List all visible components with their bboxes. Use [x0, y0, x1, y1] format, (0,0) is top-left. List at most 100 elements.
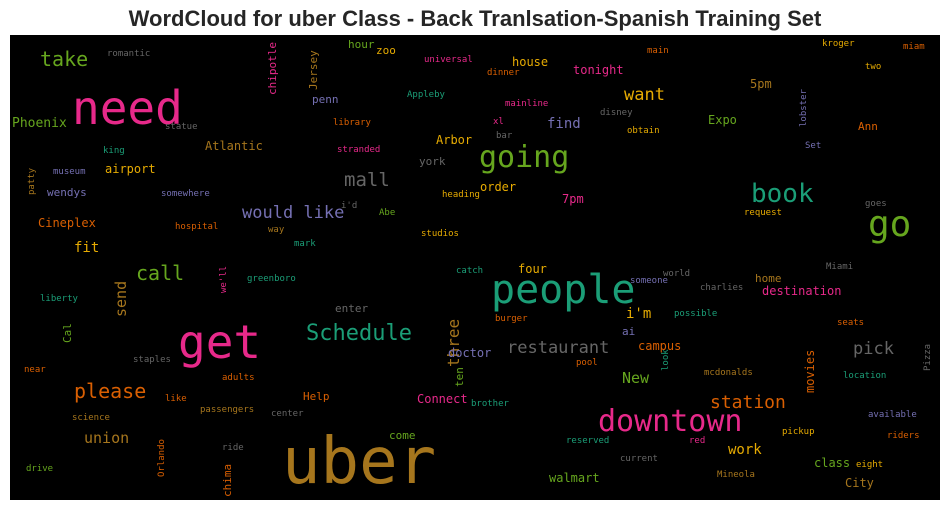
word-charlies: charlies [700, 283, 744, 293]
word-uber: uber [282, 425, 437, 499]
word-obtain: obtain [627, 126, 660, 136]
word-cloud: uber need get people downtown go going b… [10, 35, 940, 500]
word-universal: universal [424, 55, 473, 65]
word-science: science [72, 413, 110, 423]
word-patty: patty [27, 167, 37, 195]
word-tonight: tonight [573, 63, 624, 77]
word-current: current [620, 454, 658, 464]
word-airport: airport [105, 162, 156, 176]
word-order: order [480, 180, 517, 194]
word-world: world [663, 269, 691, 279]
word-7pm: 7pm [562, 192, 584, 206]
word-studios: studios [421, 229, 459, 239]
word-help: Help [303, 390, 330, 403]
word-restaurant: restaurant [507, 338, 610, 358]
word-pool: pool [576, 358, 598, 368]
word-mineola: Mineola [717, 470, 755, 480]
word-mcdonalds: mcdonalds [704, 368, 753, 378]
word-city: City [845, 476, 874, 490]
word-abe: Abe [379, 208, 396, 218]
word-four: four [518, 262, 547, 276]
word-kroger: kroger [822, 39, 855, 49]
word-id: i'd [341, 201, 358, 211]
word-staples: staples [133, 355, 171, 365]
word-im: i'm [626, 306, 652, 322]
word-greenboro: greenboro [247, 274, 296, 284]
word-fit: fit [74, 240, 100, 256]
word-location: location [843, 371, 887, 381]
word-ai: ai [622, 325, 636, 338]
word-mark: mark [294, 239, 316, 249]
word-want: want [624, 85, 665, 105]
word-riders: riders [887, 431, 920, 441]
word-pickup: pickup [782, 427, 815, 437]
word-5pm: 5pm [750, 77, 772, 91]
word-goes: goes [865, 199, 887, 209]
word-would-like: would like [242, 203, 345, 223]
word-stranded: stranded [337, 145, 381, 155]
word-work: work [728, 442, 762, 458]
word-call: call [136, 261, 185, 285]
word-downtown: downtown [598, 404, 743, 439]
word-phoenix: Phoenix [12, 116, 67, 131]
word-appleby: Appleby [407, 90, 445, 100]
word-find: find [547, 116, 581, 132]
word-near: near [24, 365, 46, 375]
word-request: request [744, 208, 782, 218]
word-please: please [74, 379, 147, 403]
word-hospital: hospital [175, 222, 219, 232]
word-statue: statue [165, 122, 198, 132]
word-like: like [165, 394, 187, 404]
word-red: red [689, 436, 706, 446]
word-people: people [491, 267, 636, 313]
word-someone: someone [630, 276, 668, 286]
word-union: union [84, 429, 130, 447]
word-romantic: romantic [107, 49, 151, 59]
word-need: need [72, 81, 183, 135]
word-seats: seats [837, 318, 865, 328]
word-connect: Connect [417, 392, 468, 406]
word-mall: mall [344, 169, 390, 191]
word-lobster: lobster [799, 89, 809, 127]
word-set: Set [805, 141, 822, 151]
word-ride: ride [222, 443, 244, 453]
word-somewhere: somewhere [161, 189, 210, 199]
word-go: go [868, 204, 912, 245]
word-york: york [419, 155, 446, 168]
chart-title: WordCloud for uber Class - Back Tranlsat… [128, 6, 822, 31]
word-jersey: Jersey [307, 50, 320, 90]
word-cineplex: Cineplex [38, 216, 96, 230]
word-book: book [751, 179, 814, 209]
word-available: available [868, 410, 917, 420]
word-campus: campus [638, 339, 682, 353]
word-walmart: walmart [549, 471, 600, 485]
word-take: take [40, 47, 89, 71]
word-chipotle: chipotle [266, 42, 279, 95]
word-pick: pick [853, 339, 894, 359]
word-expo: Expo [708, 113, 737, 127]
word-penn: penn [312, 93, 339, 106]
word-liberty: liberty [40, 294, 78, 304]
word-passengers: passengers [200, 405, 255, 415]
word-heading: heading [442, 190, 480, 200]
word-orlando: Orlando [157, 439, 167, 477]
word-miami: Miami [826, 262, 854, 272]
word-doctor: doctor [448, 346, 492, 360]
word-send: send [112, 280, 130, 317]
word-ann: Ann [858, 120, 878, 133]
word-chima: chima [221, 463, 234, 497]
word-ten: ten [453, 367, 466, 387]
word-drive: drive [26, 464, 54, 474]
word-new: New [622, 369, 650, 387]
word-xl: xl [493, 117, 504, 127]
word-adults: adults [222, 373, 255, 383]
word-come: come [389, 429, 416, 442]
word-enter: enter [335, 302, 369, 315]
word-mainline: mainline [505, 99, 549, 109]
word-catch: catch [456, 266, 484, 276]
word-home: home [755, 272, 782, 285]
word-eight: eight [856, 460, 884, 470]
word-center: center [271, 409, 304, 419]
word-arbor: Arbor [436, 133, 473, 147]
word-dinner: dinner [487, 68, 520, 78]
